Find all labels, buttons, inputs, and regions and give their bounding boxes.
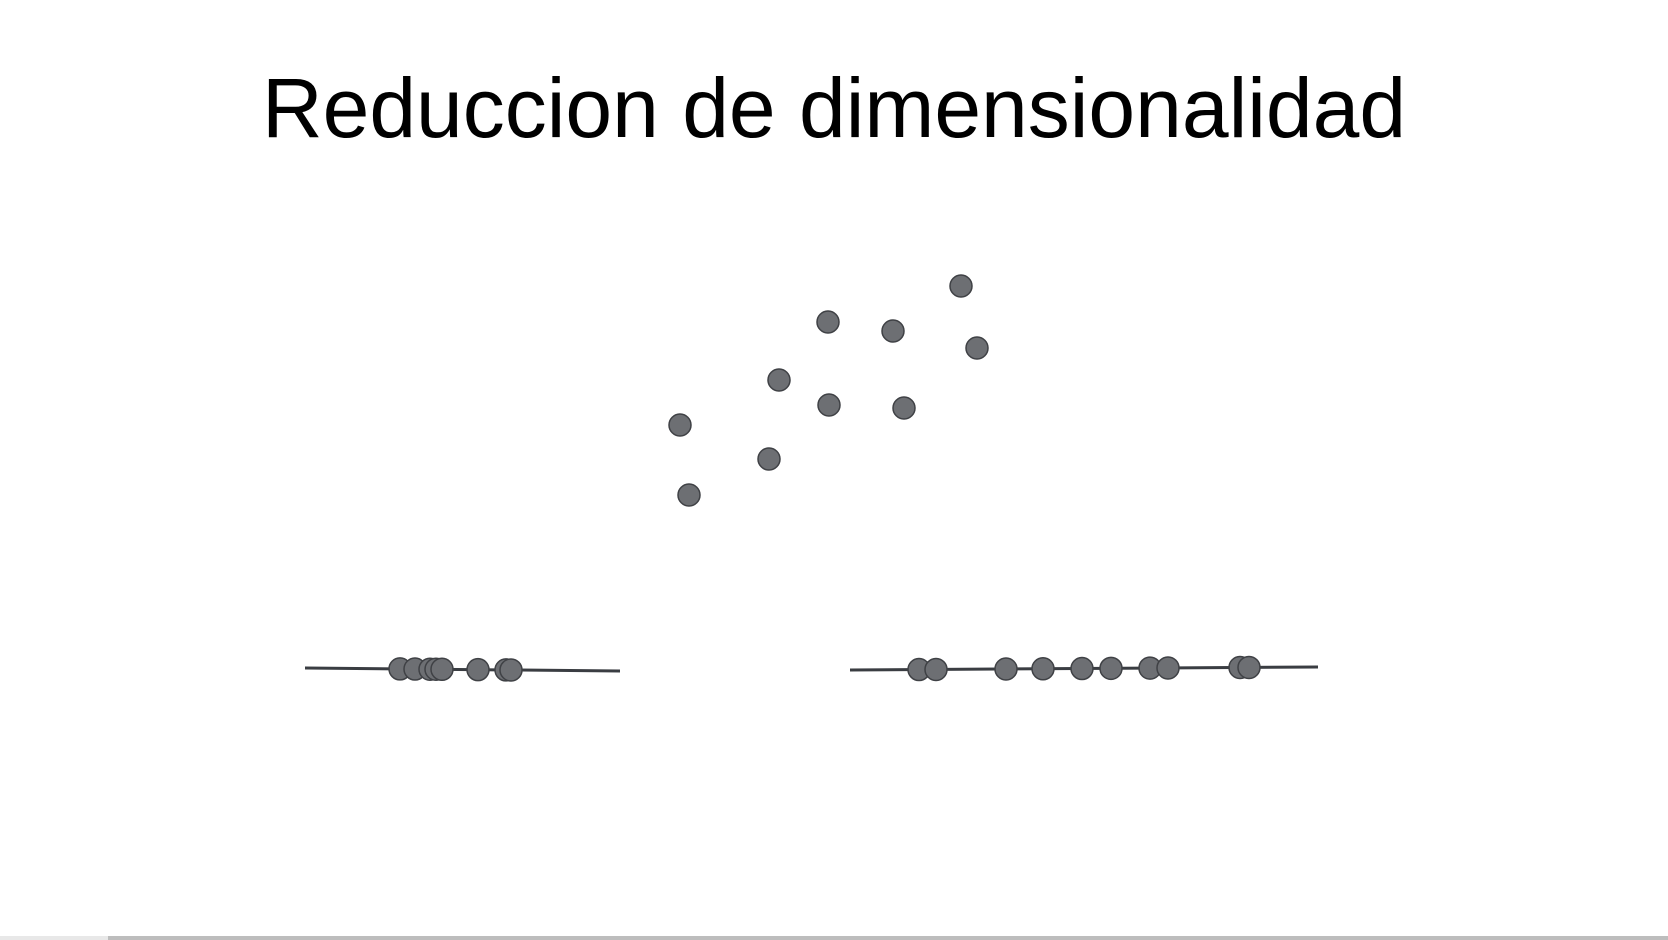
slide-progress-fill <box>0 936 109 940</box>
projection-a-point <box>499 658 523 682</box>
scatter-2d-points <box>668 274 989 507</box>
scatter-point <box>892 396 916 420</box>
projection-a-point <box>466 657 490 682</box>
projection-b-point <box>1031 657 1055 681</box>
scatter-point <box>767 368 791 392</box>
projection-b-point <box>924 657 948 682</box>
projection-b-point <box>1070 656 1094 681</box>
scatter-point <box>949 274 973 298</box>
scatter-point <box>757 447 781 471</box>
scatter-point <box>881 319 905 343</box>
scatter-point <box>965 336 989 360</box>
projection-a-point <box>430 657 454 682</box>
projection-b-point <box>1237 655 1261 680</box>
slide-progress-bar[interactable] <box>0 936 1668 940</box>
scatter-point <box>817 393 841 417</box>
projection-b-point <box>1156 656 1180 680</box>
projection-b-point <box>1099 656 1123 681</box>
scatter-point <box>668 413 692 437</box>
projection-a-line <box>304 666 621 673</box>
projection-b-point <box>994 657 1018 681</box>
slide-title: Reduccion de dimensionalidad <box>261 61 1407 155</box>
projection-b <box>849 655 1319 682</box>
projection-a <box>304 657 621 682</box>
scatter-point <box>816 310 840 334</box>
scatter-point <box>677 483 701 507</box>
